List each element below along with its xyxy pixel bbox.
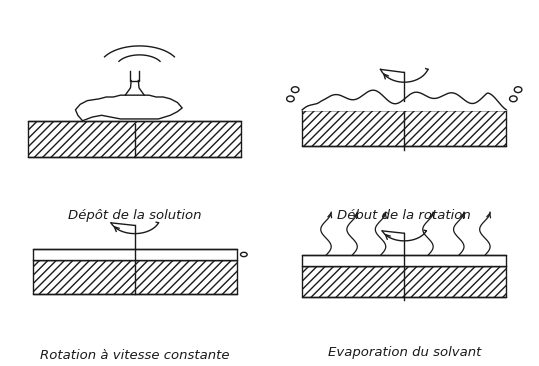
Text: Evaporation du solvant: Evaporation du solvant: [328, 346, 481, 359]
Bar: [302, 110, 506, 146]
Polygon shape: [75, 95, 182, 121]
Bar: [33, 260, 237, 294]
Bar: [302, 255, 506, 266]
Bar: [28, 121, 241, 157]
Text: Début de la rotation: Début de la rotation: [337, 209, 471, 222]
Text: Rotation à vitesse constante: Rotation à vitesse constante: [40, 349, 230, 362]
Text: Dépôt de la solution: Dépôt de la solution: [68, 209, 202, 222]
Bar: [33, 249, 237, 260]
Bar: [302, 266, 506, 297]
